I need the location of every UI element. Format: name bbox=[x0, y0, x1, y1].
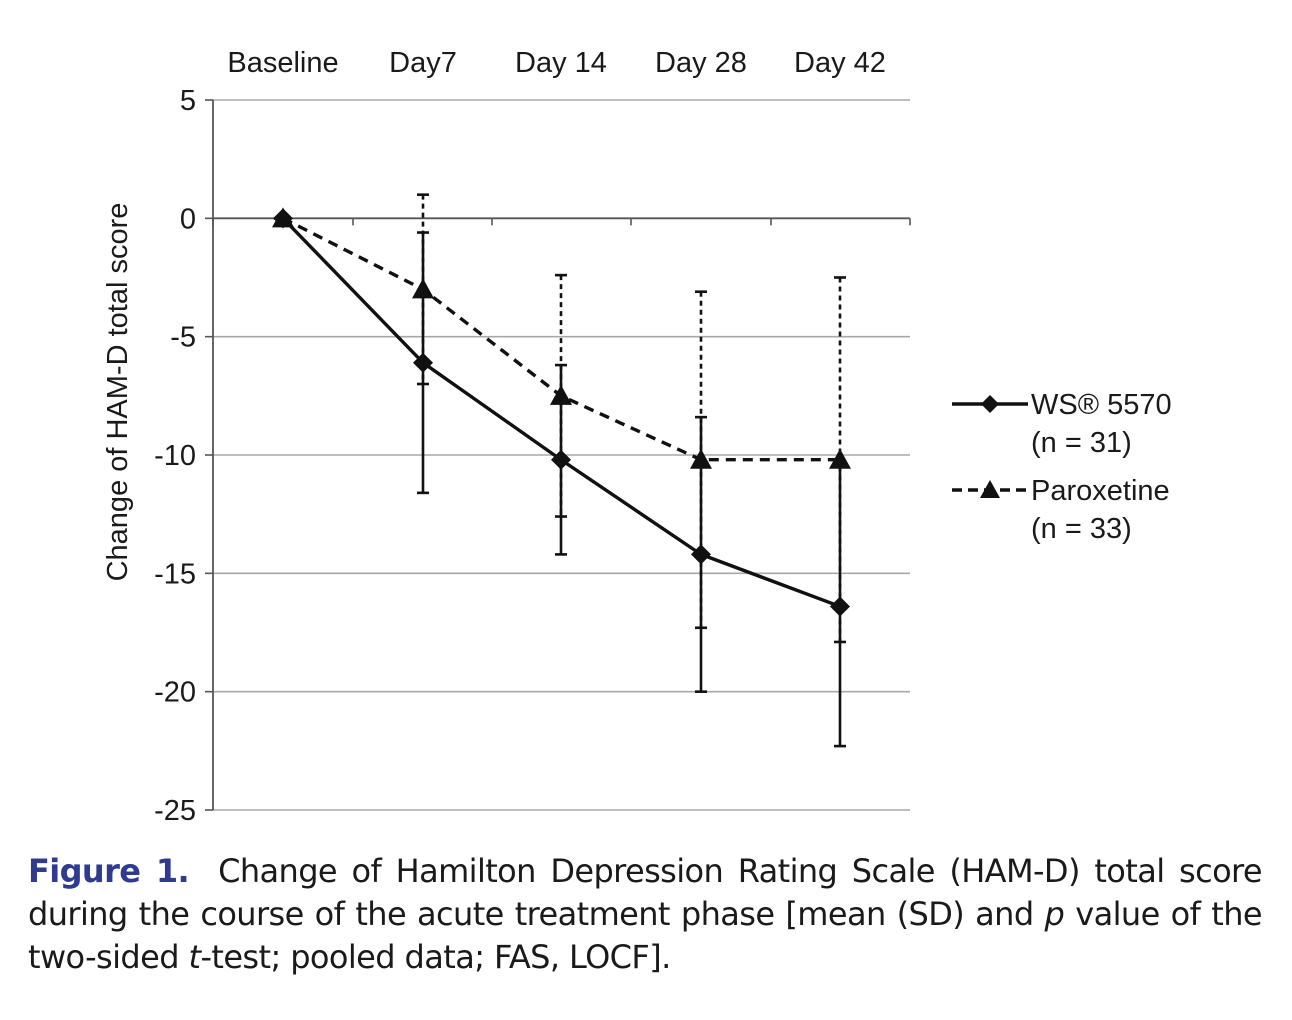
y-tick-label: -25 bbox=[154, 795, 196, 827]
y-tick-label: 5 bbox=[180, 85, 196, 117]
series-paroxetine bbox=[272, 193, 851, 644]
line-chart: 5 0 -5 -10 -15 -20 -25 Baseline Day7 Day 14 Day 2… bbox=[102, 47, 1172, 827]
data-point bbox=[413, 352, 433, 373]
caption-text-2: value of the two-sided bbox=[28, 895, 1263, 976]
data-point bbox=[550, 384, 572, 405]
data-point bbox=[272, 207, 294, 228]
legend: WS® 5570 (n = 31) Paroxetine (n = 33) bbox=[952, 389, 1172, 545]
y-tick-label: 0 bbox=[180, 203, 196, 235]
data-point bbox=[690, 448, 712, 469]
y-tick-label: -20 bbox=[154, 677, 196, 709]
legend-label: Paroxetine bbox=[1031, 475, 1170, 507]
x-tick-label: Day7 bbox=[389, 47, 457, 79]
x-tick-label: Day 14 bbox=[515, 47, 607, 79]
legend-marker bbox=[981, 395, 999, 413]
legend-label: WS® 5570 bbox=[1031, 389, 1172, 421]
data-point bbox=[829, 448, 851, 469]
y-tick-labels: 5 0 -5 -10 -15 -20 -25 bbox=[154, 85, 196, 827]
x-tick-labels: Baseline Day7 Day 14 Day 28 Day 42 bbox=[227, 47, 886, 79]
data-point bbox=[412, 278, 434, 299]
series bbox=[272, 193, 851, 748]
y-tick-label: -5 bbox=[170, 322, 196, 354]
figure-caption: Figure 1. Change of Hamilton Depression … bbox=[28, 850, 1263, 979]
legend-marker bbox=[980, 480, 1000, 498]
y-tick-label: -10 bbox=[154, 440, 196, 472]
caption-text-3: -test; pooled data; FAS, LOCF]. bbox=[200, 938, 671, 976]
caption-italic-p: p bbox=[1044, 895, 1065, 933]
legend-entry-ws5570: WS® 5570 (n = 31) bbox=[952, 389, 1172, 459]
axes bbox=[205, 99, 911, 811]
x-tick-label: Baseline bbox=[227, 47, 338, 79]
figure-label: Figure 1. bbox=[28, 852, 190, 890]
x-tick-label: Day 42 bbox=[794, 47, 886, 79]
y-axis-label: Change of HAM-D total score bbox=[102, 203, 134, 582]
caption-text-1: Change of Hamilton Depression Rating Sca… bbox=[28, 852, 1263, 933]
legend-label-n: (n = 33) bbox=[1031, 513, 1132, 545]
caption-italic-t: t bbox=[188, 938, 202, 976]
x-tick-label: Day 28 bbox=[655, 47, 747, 79]
y-tick-label: -15 bbox=[154, 558, 196, 590]
legend-entry-paroxetine: Paroxetine (n = 33) bbox=[952, 475, 1170, 545]
legend-label-n: (n = 31) bbox=[1031, 427, 1132, 459]
